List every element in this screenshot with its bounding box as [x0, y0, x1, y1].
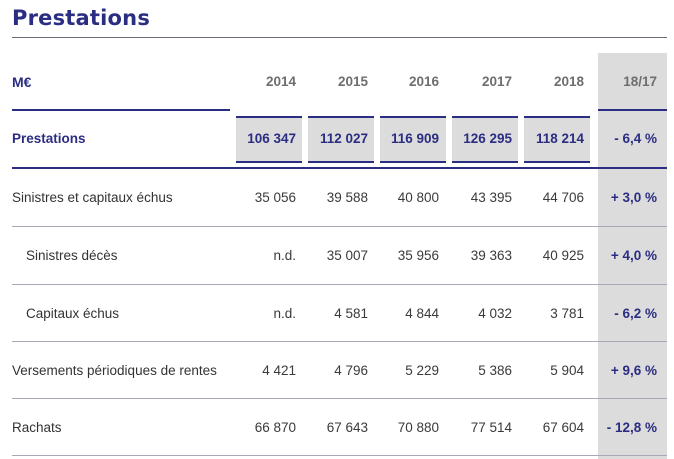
- year-header: 2014: [265, 74, 296, 89]
- cell-value: 126 295: [463, 131, 512, 146]
- title-divider: [12, 37, 667, 38]
- cell-value: 112 027: [319, 131, 368, 146]
- delta-value: + 9,6 %: [610, 363, 657, 378]
- delta-value: + 3,0 %: [610, 190, 657, 205]
- cell-value: 35 056: [254, 190, 296, 205]
- year-header: 2016: [408, 74, 439, 89]
- cell-value: 67 604: [542, 420, 584, 435]
- cell-value: 39 588: [326, 190, 368, 205]
- row-label: Sinistres et capitaux échus: [12, 190, 173, 205]
- cell-value: 106 347: [247, 131, 296, 146]
- cell-value: 5 386: [478, 363, 512, 378]
- cell-value: 116 909: [390, 131, 439, 146]
- value-box: [524, 116, 590, 163]
- cell-value: 3 781: [550, 306, 584, 321]
- row-divider: [12, 341, 667, 342]
- cell-value: 4 844: [405, 306, 439, 321]
- unit-label: M€: [12, 73, 32, 90]
- delta-value: + 4,0 %: [610, 248, 657, 263]
- row-divider: [12, 226, 667, 227]
- header-divider: [598, 109, 667, 111]
- table-bottom-rule: [12, 455, 667, 456]
- cell-value: 77 514: [470, 420, 512, 435]
- table-header-row: M€ 2014 2015 2016 2017 2018 18/17: [0, 53, 674, 110]
- cell-value: 44 706: [542, 190, 584, 205]
- table-row: Rachats 66 870 67 643 70 880 77 514 67 6…: [0, 399, 674, 456]
- cell-value: 4 032: [478, 306, 512, 321]
- delta-value: - 12,8 %: [606, 420, 657, 435]
- row-label: Capitaux échus: [26, 306, 120, 321]
- cell-value: 70 880: [397, 420, 439, 435]
- cell-value: 66 870: [254, 420, 296, 435]
- delta-header: 18/17: [623, 74, 657, 89]
- row-divider: [12, 167, 667, 169]
- table-row: Versements périodiques de rentes 4 421 4…: [0, 342, 674, 399]
- year-header: 2018: [553, 74, 584, 89]
- row-label: Versements périodiques de rentes: [12, 363, 217, 378]
- value-box: [452, 116, 518, 163]
- value-box: [380, 116, 446, 163]
- row-divider: [12, 398, 667, 399]
- cell-value: 4 581: [334, 306, 368, 321]
- cell-value: 39 363: [470, 248, 512, 263]
- cell-value: 43 395: [470, 190, 512, 205]
- cell-value: 40 800: [397, 190, 439, 205]
- delta-value: - 6,4 %: [614, 131, 657, 146]
- cell-value: 5 904: [550, 363, 584, 378]
- row-label: Rachats: [12, 420, 62, 435]
- cell-value: n.d.: [273, 306, 296, 321]
- row-label: Prestations: [12, 131, 86, 146]
- cell-value: 35 007: [326, 248, 368, 263]
- row-divider: [12, 284, 667, 285]
- cell-value: n.d.: [273, 248, 296, 263]
- table-row: Sinistres et capitaux échus 35 056 39 58…: [0, 169, 674, 226]
- page-title: Prestations: [12, 6, 151, 30]
- cell-value: 118 214: [535, 131, 584, 146]
- cell-value: 4 421: [262, 363, 296, 378]
- cell-value: 40 925: [542, 248, 584, 263]
- cell-value: 35 956: [397, 248, 439, 263]
- table-row: Sinistres décès n.d. 35 007 35 956 39 36…: [0, 227, 674, 284]
- header-divider: [12, 109, 230, 111]
- cell-value: 5 229: [405, 363, 439, 378]
- value-box: [236, 116, 302, 163]
- year-header: 2017: [481, 74, 512, 89]
- table-row-highlight: Prestations 106 347 112 027 116 909 126 …: [0, 110, 674, 167]
- delta-column-background: [598, 53, 667, 459]
- cell-value: 67 643: [326, 420, 368, 435]
- year-header: 2015: [337, 74, 368, 89]
- cell-value: 4 796: [334, 363, 368, 378]
- table-row: Capitaux échus n.d. 4 581 4 844 4 032 3 …: [0, 285, 674, 342]
- row-label: Sinistres décès: [26, 248, 118, 263]
- delta-value: - 6,2 %: [614, 306, 657, 321]
- value-box: [308, 116, 374, 163]
